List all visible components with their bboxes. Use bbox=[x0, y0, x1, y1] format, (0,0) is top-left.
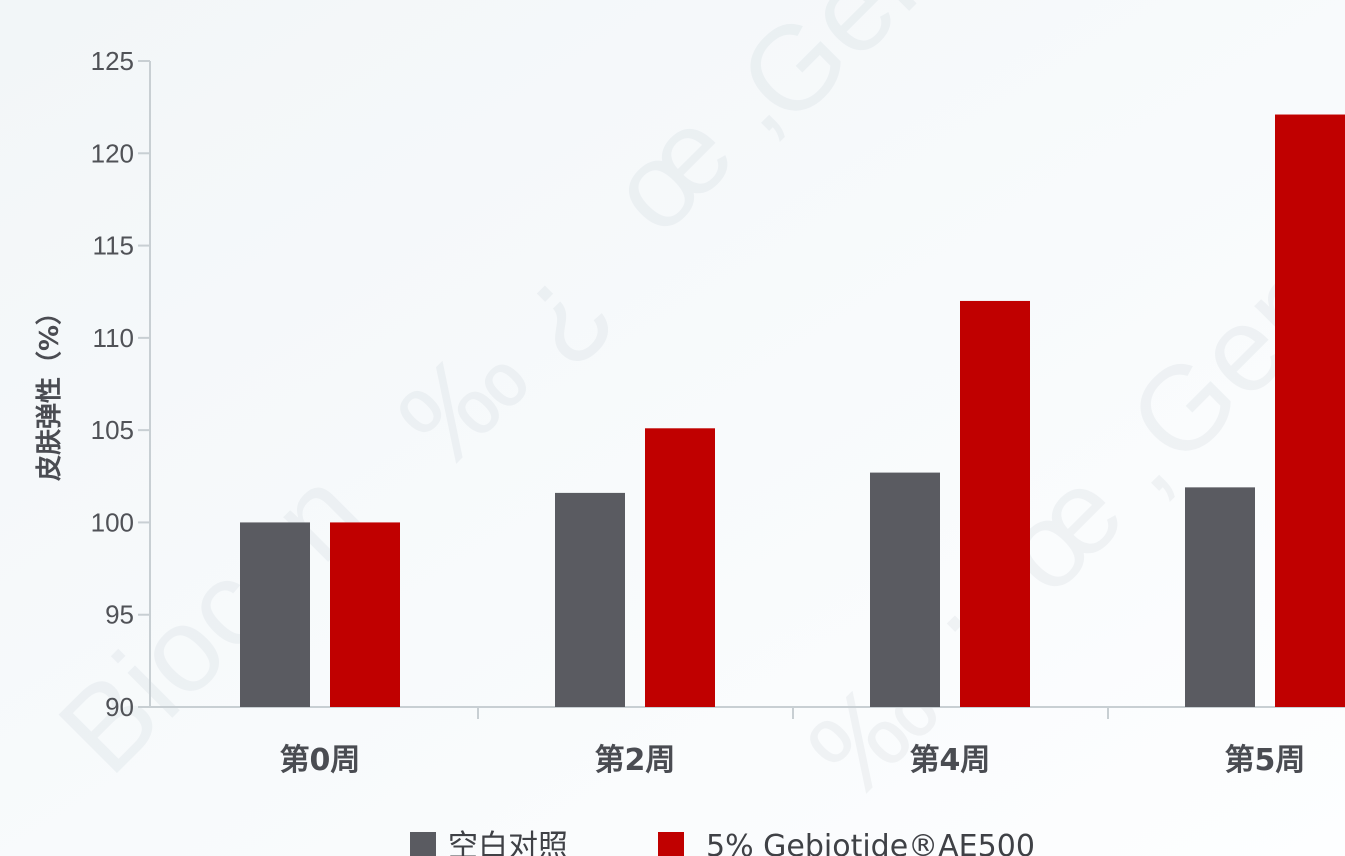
y-tick-label: 100 bbox=[91, 507, 134, 537]
legend-swatch-control bbox=[410, 832, 436, 856]
x-tick-label: 第0周 bbox=[280, 743, 361, 778]
y-axis-label: 皮肤弹性（%） bbox=[35, 299, 65, 481]
bar-control bbox=[240, 522, 310, 707]
y-tick-label: 110 bbox=[93, 323, 134, 353]
y-tick-label: 125 bbox=[91, 46, 134, 76]
x-tick-label: 第4周 bbox=[910, 743, 991, 778]
y-tick-label: 115 bbox=[93, 231, 134, 261]
legend-label-treatment: 5% Gebiotide®AE500 bbox=[706, 829, 1035, 856]
x-tick-label: 第2周 bbox=[595, 743, 676, 778]
y-tick-label: 105 bbox=[91, 415, 134, 445]
legend: 空白对照 5% Gebiotide®AE500 bbox=[410, 829, 1035, 856]
y-tick-label: 95 bbox=[105, 600, 134, 630]
bar-treatment bbox=[960, 300, 1030, 707]
bar-treatment bbox=[645, 428, 715, 707]
y-tick-label: 90 bbox=[105, 692, 134, 722]
bar-control bbox=[870, 472, 940, 707]
bars bbox=[240, 114, 1345, 708]
bar-treatment bbox=[330, 522, 400, 707]
y-tick-label: 120 bbox=[91, 138, 134, 168]
legend-label-control: 空白对照 bbox=[448, 829, 568, 856]
x-tick-labels: 第0周 第2周 第4周 第5周 bbox=[280, 743, 1306, 778]
legend-swatch-treatment bbox=[658, 832, 684, 856]
bar-treatment bbox=[1275, 114, 1345, 708]
bar-control bbox=[555, 492, 625, 707]
x-tick-label: 第5周 bbox=[1225, 743, 1306, 778]
bar-control bbox=[1185, 487, 1255, 707]
